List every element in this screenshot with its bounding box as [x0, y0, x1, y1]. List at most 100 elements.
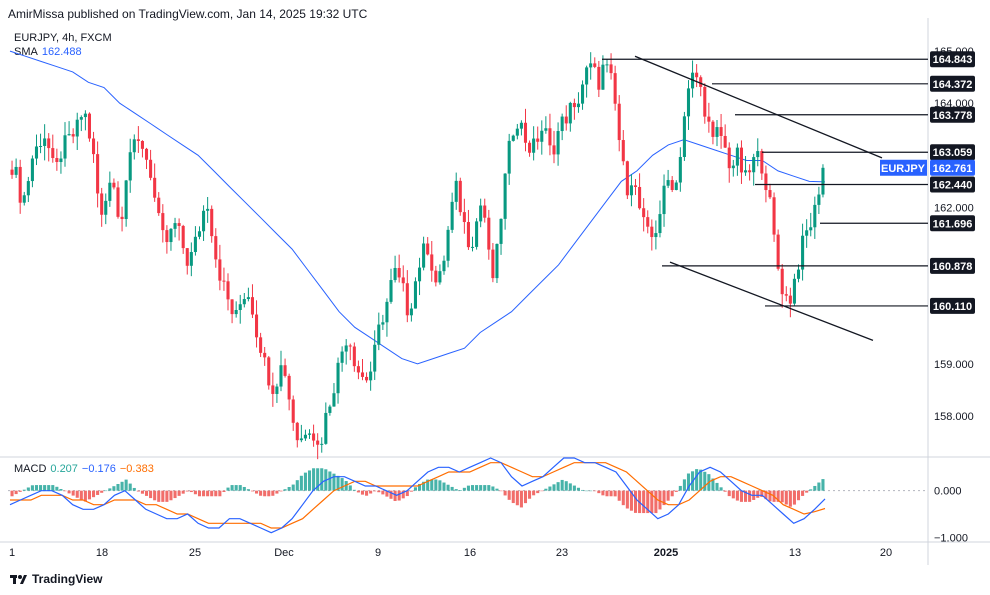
price-tick-label: 159.000 — [934, 359, 974, 371]
macd-hist-bar — [177, 490, 181, 496]
candle-body — [401, 277, 405, 284]
macd-hist-bar — [788, 490, 792, 507]
candle-body — [55, 158, 59, 163]
macd-hist-bar — [255, 490, 259, 494]
macd-hist-bar — [585, 490, 589, 492]
candle-body — [511, 135, 515, 141]
candle-body — [316, 440, 320, 445]
candle-body — [360, 372, 365, 377]
candle-body — [116, 187, 120, 217]
macd-hist-bar — [108, 488, 112, 491]
level-label: 161.696 — [933, 218, 973, 230]
macd-hist-bar — [601, 490, 605, 496]
candle-body — [532, 138, 536, 153]
brand-name: TradingView — [32, 572, 103, 586]
macd-hist-bar — [128, 483, 132, 491]
macd-hist-bar — [511, 490, 515, 504]
candle-body — [259, 337, 263, 353]
sma-line — [9, 50, 826, 365]
sma-layer — [9, 50, 826, 365]
candles-layer — [10, 52, 825, 460]
candle-body — [255, 314, 259, 338]
macd-legend: MACD 0.207 −0.176 −0.383 — [14, 463, 154, 475]
candle-body — [418, 267, 422, 282]
macd-hist-bar — [120, 481, 124, 491]
macd-hist-bar — [377, 490, 381, 493]
price-tick-label: 165.000 — [934, 46, 974, 58]
candle-body — [356, 366, 360, 373]
time-tick-label: 25 — [189, 547, 201, 559]
macd-hist-bar — [202, 490, 206, 497]
candle-body — [136, 139, 140, 141]
candle-body — [226, 281, 230, 300]
macd-hist-bar — [695, 469, 699, 491]
candle-body — [328, 406, 332, 413]
macd-hist-bar — [259, 490, 263, 496]
candle-body — [556, 131, 560, 155]
candle-body — [617, 103, 621, 141]
macd-hist-bar — [805, 490, 809, 493]
candle-body — [263, 352, 267, 358]
candle-body — [723, 135, 727, 148]
macd-hist-bar — [801, 490, 805, 496]
candle-body — [271, 385, 275, 394]
candle-body — [96, 154, 100, 194]
macd-hist-bar — [466, 485, 470, 491]
macd-hist-bar — [458, 490, 462, 491]
candle-body — [120, 216, 124, 220]
candle-body — [585, 67, 589, 85]
price-tick-label: 162.000 — [934, 202, 974, 214]
macd-hist-bar — [320, 468, 324, 491]
candle-body — [299, 438, 303, 441]
time-tick-label: 20 — [880, 547, 892, 559]
candle-body — [83, 113, 87, 118]
candle-body — [483, 205, 487, 218]
candle-body — [39, 145, 43, 147]
macd-hist-value: 0.207 — [50, 463, 78, 475]
tradingview-brand[interactable]: TradingView — [10, 572, 102, 586]
candle-body — [560, 116, 564, 132]
candle-body — [605, 64, 609, 66]
macd-hist-bar — [30, 485, 34, 491]
macd-hist-bar — [189, 490, 193, 493]
candle-body — [108, 182, 112, 201]
macd-hist-bar — [79, 490, 83, 500]
candle-body — [768, 190, 772, 198]
candle-body — [564, 116, 568, 124]
macd-hist-bar — [617, 490, 621, 501]
candle-body — [303, 434, 307, 439]
candle-body — [658, 214, 662, 234]
macd-hist-bar — [519, 490, 523, 508]
macd-hist-bar — [703, 471, 707, 491]
macd-hist-bar — [666, 490, 670, 501]
macd-hist-bar — [83, 490, 87, 502]
signal-line — [10, 462, 826, 529]
macd-hist-bar — [479, 485, 483, 491]
macd-hist-bar — [523, 490, 528, 504]
candle-body — [397, 267, 401, 278]
candle-body — [312, 433, 316, 441]
macd-hist-bar — [381, 490, 385, 495]
macd-hist-bar — [43, 485, 47, 491]
last-price-tag — [930, 159, 975, 176]
macd-hist-bar — [385, 490, 389, 497]
macd-hist-bar — [185, 490, 189, 492]
candle-body — [805, 230, 809, 236]
macd-hist-bar — [646, 490, 650, 514]
macd-hist-bar — [470, 485, 475, 491]
macd-hist-bar — [96, 490, 100, 495]
candle-body — [177, 223, 181, 226]
candle-body — [22, 195, 26, 203]
candle-body — [576, 103, 580, 108]
macd-hist-bar — [336, 475, 340, 491]
macd-hist-bar — [426, 479, 430, 491]
macd-hist-bar — [744, 490, 748, 502]
candle-body — [348, 345, 352, 347]
candle-body — [581, 84, 585, 104]
candle-body — [776, 234, 780, 269]
macd-hist-bar — [34, 485, 39, 491]
macd-hist-bar — [674, 490, 678, 492]
candle-body — [26, 181, 30, 196]
macd-hist-bar — [552, 484, 556, 491]
